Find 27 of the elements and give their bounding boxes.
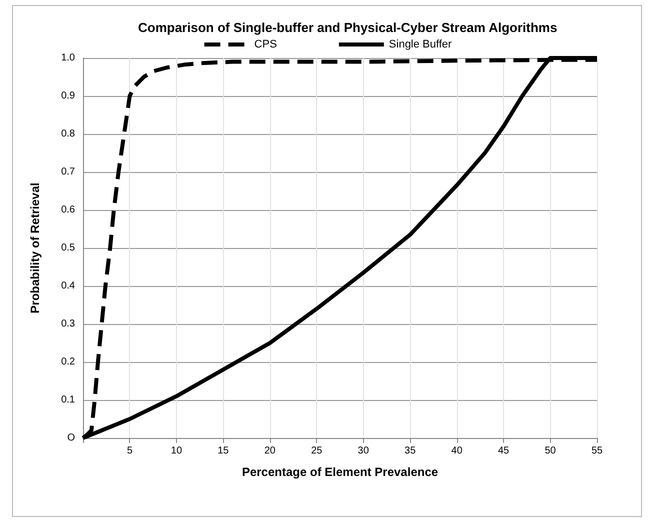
x-tick-label: 40 [451, 446, 463, 456]
y-axis-title: Probability of Retrieval [28, 182, 42, 314]
x-tick-label: 15 [218, 446, 230, 456]
x-tick-label: 50 [544, 446, 556, 456]
x-tick-label: 55 [591, 446, 603, 456]
x-tick-label: 45 [498, 446, 510, 456]
chart-title: Comparison of Single-buffer and Physical-Cyber Stream Algorithms [138, 20, 558, 35]
y-tick-label: 0.4 [61, 280, 76, 292]
x-tick-label: 5 [126, 446, 133, 456]
y-tick-label: 0.6 [61, 204, 76, 216]
x-tick-label: 10 [170, 446, 182, 456]
x-tick-label: 25 [311, 446, 323, 456]
x-tick-label: 35 [404, 446, 416, 456]
y-tick-label: 1.0 [61, 52, 76, 64]
y-tick-label: 0.1 [61, 394, 76, 406]
legend-label: CPS [254, 38, 277, 50]
x-tick-label: 30 [358, 446, 370, 456]
x-axis-title: Percentage of Element Prevalence [242, 465, 438, 479]
y-tick-label: 0.8 [61, 128, 76, 140]
y-tick-label: 0.9 [61, 90, 76, 102]
y-tick-label: 0.7 [61, 166, 76, 178]
x-tick-label: 20 [264, 446, 276, 456]
y-tick-label: 0.3 [61, 318, 76, 330]
y-tick-label: O [67, 432, 76, 444]
y-tick-label: 0.2 [61, 356, 76, 368]
y-tick-label: 0.5 [61, 242, 76, 254]
legend-label: Single Buffer [388, 38, 452, 50]
